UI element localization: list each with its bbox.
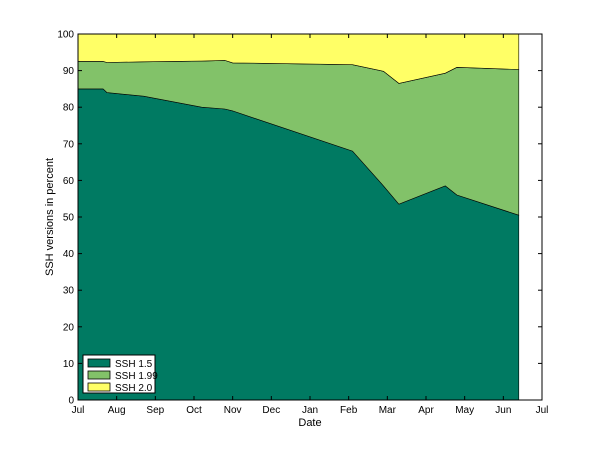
x-tick-label: Aug xyxy=(108,405,126,416)
y-tick-label: 0 xyxy=(68,396,74,407)
legend-swatch xyxy=(87,382,111,392)
y-axis: 0 10 20 30 40 50 60 70 80 90 100 xyxy=(57,30,542,407)
x-tick-label: Dec xyxy=(262,405,280,416)
x-tick-label: Feb xyxy=(340,405,358,416)
x-tick-label: Apr xyxy=(418,405,434,416)
y-tick-label: 90 xyxy=(63,66,75,77)
x-tick-label: Jul xyxy=(72,405,85,416)
x-tick-label: May xyxy=(455,405,474,416)
x-tick-label: Jan xyxy=(302,405,318,416)
y-tick-label: 60 xyxy=(63,176,75,187)
y-tick-label: 20 xyxy=(63,322,75,333)
y-tick-label: 100 xyxy=(57,30,74,41)
y-axis-label: SSH versions in percent xyxy=(44,158,56,276)
x-tick-label: Mar xyxy=(379,405,397,416)
x-tick-label: Oct xyxy=(186,405,202,416)
y-tick-label: 80 xyxy=(63,103,75,114)
y-tick-label: 50 xyxy=(63,213,75,224)
legend-swatch xyxy=(87,370,111,380)
y-tick-label: 40 xyxy=(63,249,75,260)
legend-label: SSH 2.0 xyxy=(115,383,153,394)
x-tick-label: Jul xyxy=(536,405,549,416)
y-tick-label: 10 xyxy=(63,359,75,370)
legend-label: SSH 1.5 xyxy=(115,359,153,370)
series-areas xyxy=(77,33,520,401)
y-tick-label: 70 xyxy=(63,139,75,150)
legend-swatch xyxy=(87,358,111,368)
x-tick-label: Jun xyxy=(495,405,511,416)
x-tick-label: Sep xyxy=(146,405,164,416)
legend-label: SSH 1.99 xyxy=(115,371,158,382)
x-axis-label: Date xyxy=(298,417,321,429)
x-axis: Jul Aug Sep Oct Nov Dec Jan Feb Mar Apr May Jun Jul xyxy=(72,34,549,416)
x-tick-label: Nov xyxy=(224,405,242,416)
y-tick-label: 30 xyxy=(63,286,75,297)
